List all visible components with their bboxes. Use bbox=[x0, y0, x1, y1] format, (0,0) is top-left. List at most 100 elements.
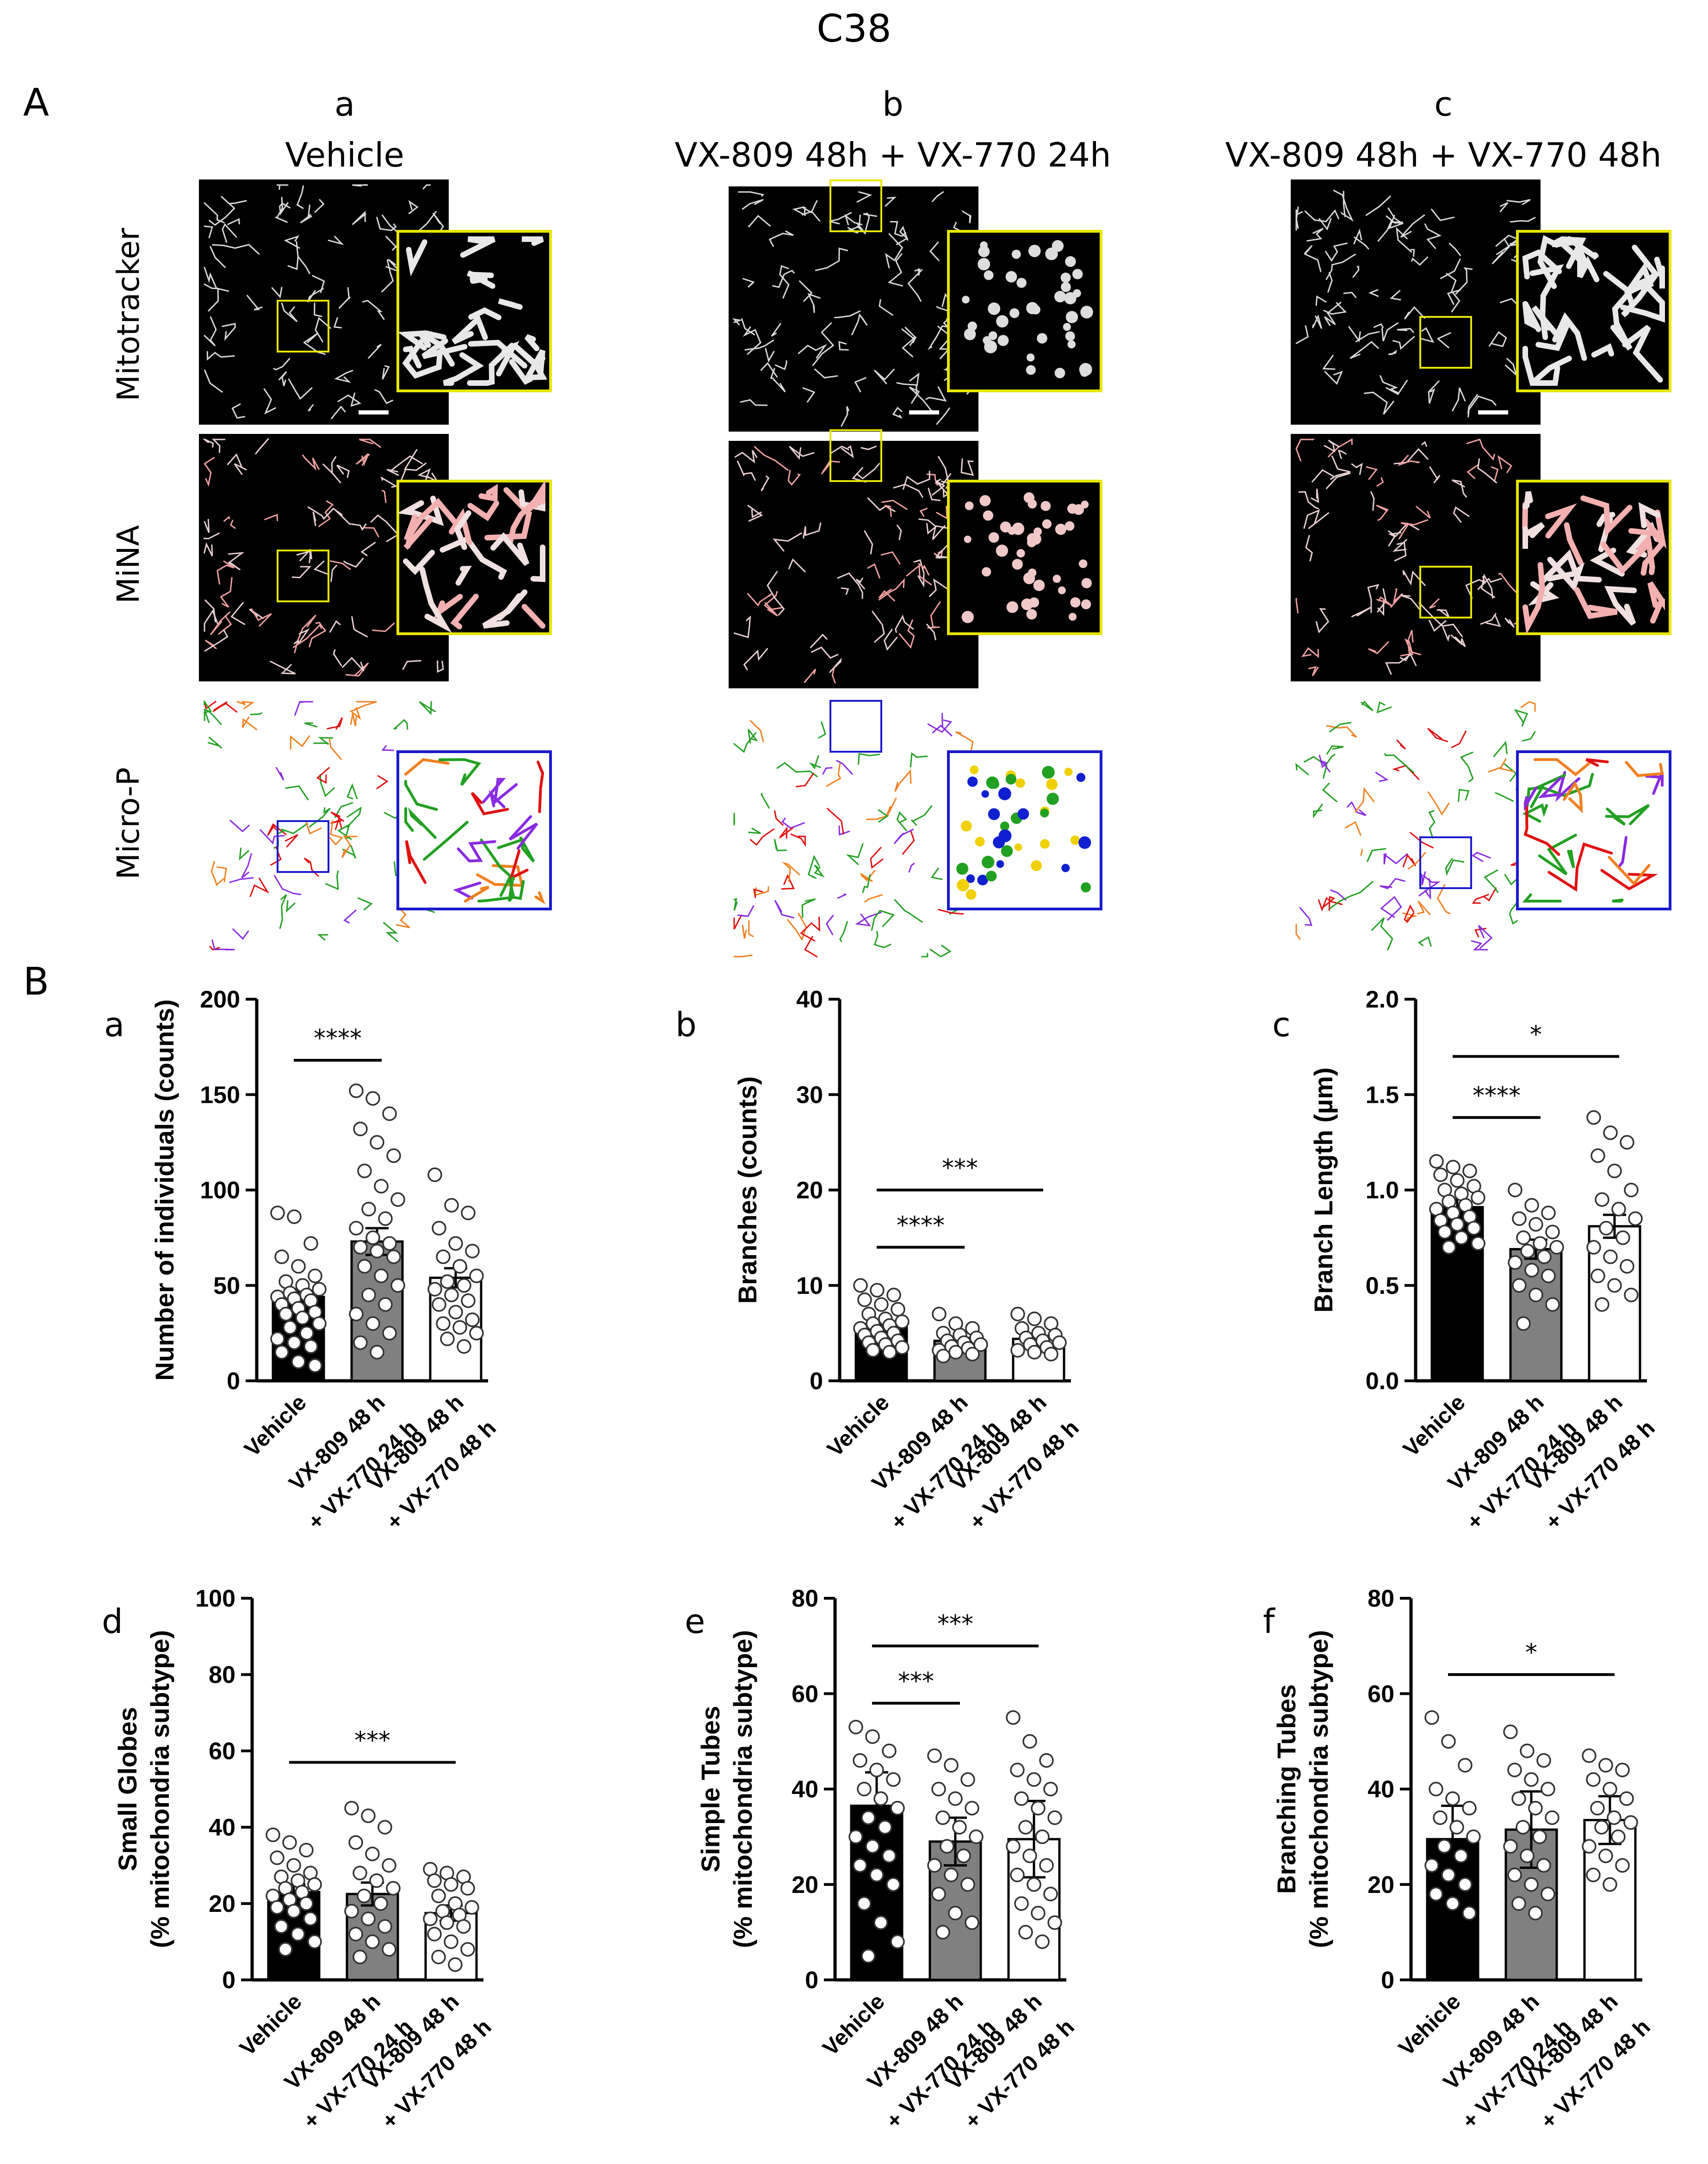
mitochondria-strand bbox=[1416, 506, 1431, 519]
mitochondria-globule bbox=[983, 336, 991, 345]
data-point bbox=[1590, 1801, 1605, 1816]
mitochondria-strand bbox=[455, 566, 472, 586]
chart-letter: a bbox=[104, 1005, 124, 1044]
chart-letter: d bbox=[102, 1602, 123, 1641]
mitochondria-strand bbox=[1567, 849, 1575, 868]
mitochondria-strand bbox=[1622, 325, 1663, 383]
data-point bbox=[436, 1249, 451, 1264]
mitochondria-strand bbox=[872, 611, 885, 643]
mitochondria-strand bbox=[307, 288, 324, 303]
mitochondria-strand bbox=[761, 476, 770, 491]
mitochondria-strand bbox=[955, 731, 974, 754]
mitochondria-strand bbox=[1318, 754, 1331, 773]
mitochondria-strand bbox=[530, 544, 545, 582]
mitochondria-globule bbox=[1070, 597, 1081, 608]
mitochondria-strand bbox=[909, 372, 920, 387]
mitochondria-strand bbox=[236, 701, 254, 710]
mitochondria-strand bbox=[227, 453, 242, 468]
mitochondria-strand bbox=[1471, 852, 1491, 862]
data-point bbox=[873, 1791, 888, 1806]
mitochondria-strand bbox=[837, 893, 847, 899]
mitochondria-strand bbox=[826, 761, 842, 787]
data-point bbox=[386, 1249, 401, 1264]
mitochondria-strand bbox=[350, 701, 377, 712]
mitochondria-strand bbox=[490, 532, 530, 566]
x-tick-label: Vehicle bbox=[823, 1390, 894, 1461]
data-point bbox=[1607, 1278, 1622, 1293]
mitochondria-strand bbox=[232, 928, 249, 940]
mitochondria-strand bbox=[1522, 522, 1545, 549]
mitochondria-strand bbox=[1628, 528, 1666, 576]
mitochondria-globule bbox=[965, 889, 977, 900]
mitochondria-strand bbox=[1387, 532, 1402, 547]
micrograph-mito-2 bbox=[1291, 179, 1671, 425]
data-point bbox=[960, 1877, 975, 1892]
mitochondria-strand bbox=[1606, 807, 1626, 826]
data-point bbox=[1010, 1762, 1025, 1777]
mitochondria-strand bbox=[814, 865, 825, 878]
mitochondria-strand bbox=[276, 184, 289, 190]
mitochondria-globule bbox=[988, 331, 997, 340]
y-tick-label: 60 bbox=[209, 1738, 235, 1765]
data-point bbox=[1424, 1710, 1439, 1725]
mitochondria-strand bbox=[362, 527, 379, 538]
data-point bbox=[1582, 1748, 1597, 1763]
mitochondria-strand bbox=[467, 500, 499, 521]
mitochondria-strand bbox=[1431, 208, 1454, 221]
data-point bbox=[1541, 1781, 1555, 1797]
data-point bbox=[890, 1801, 905, 1816]
mitochondria-strand bbox=[837, 572, 863, 599]
mitochondria-globule bbox=[1054, 291, 1066, 303]
mitochondria-strand bbox=[1604, 586, 1637, 626]
mitochondria-strand bbox=[1608, 856, 1651, 886]
data-point bbox=[927, 1748, 942, 1763]
mitochondria-globule bbox=[966, 874, 975, 883]
selection-box bbox=[277, 820, 329, 873]
micrograph-mina-1 bbox=[729, 429, 1102, 688]
mitochondria-strand bbox=[883, 629, 898, 651]
mitochondria-strand bbox=[767, 571, 785, 616]
mitochondria-strand bbox=[304, 722, 318, 728]
mitochondria-globule bbox=[1080, 305, 1093, 319]
mitochondria-globule bbox=[1065, 256, 1076, 267]
mitochondria-strand bbox=[281, 303, 298, 322]
mitochondria-strand bbox=[734, 615, 751, 638]
data-point bbox=[1511, 1791, 1526, 1806]
mitochondria-strand bbox=[781, 874, 795, 890]
mitochondria-strand bbox=[509, 849, 529, 881]
mitochondria-strand bbox=[467, 343, 515, 386]
mitochondria-strand bbox=[822, 767, 833, 775]
mitochondria-strand bbox=[801, 210, 821, 222]
mitochondria-strand bbox=[521, 236, 544, 246]
mitochondria-strand bbox=[285, 785, 309, 800]
mitochondria-strand bbox=[1402, 853, 1417, 867]
mitochondria-strand bbox=[962, 210, 972, 223]
mitochondria-strand bbox=[885, 233, 904, 269]
y-axis-label: Branching Tubes bbox=[1272, 1684, 1301, 1894]
mitochondria-strand bbox=[397, 330, 447, 351]
data-point bbox=[270, 1850, 285, 1865]
mitochondria-strand bbox=[839, 921, 848, 942]
mitochondria-strand bbox=[229, 200, 247, 204]
mitochondria-globule bbox=[981, 790, 989, 798]
y-tick-label: 50 bbox=[213, 1273, 240, 1299]
data-point bbox=[464, 1900, 479, 1915]
scale-bar bbox=[1478, 410, 1508, 414]
mitochondria-globule bbox=[1006, 601, 1018, 613]
mitochondria-strand bbox=[1452, 387, 1466, 412]
mitochondria-strand bbox=[733, 954, 753, 958]
mitochondria-strand bbox=[468, 340, 527, 369]
mitochondria-strand bbox=[1318, 218, 1332, 231]
data-point bbox=[1524, 1772, 1539, 1787]
data-point bbox=[1466, 1829, 1481, 1844]
data-point bbox=[357, 1888, 371, 1904]
data-point bbox=[956, 1849, 971, 1863]
mitochondria-strand bbox=[1537, 235, 1576, 289]
mitochondria-strand bbox=[1532, 355, 1572, 383]
mitochondria-globule bbox=[1009, 308, 1020, 318]
mitochondria-globule bbox=[1031, 860, 1042, 872]
mitochondria-globule bbox=[1054, 368, 1065, 378]
mitochondria-strand bbox=[772, 269, 795, 288]
mitochondria-strand bbox=[1427, 728, 1448, 742]
data-point bbox=[857, 1292, 872, 1307]
